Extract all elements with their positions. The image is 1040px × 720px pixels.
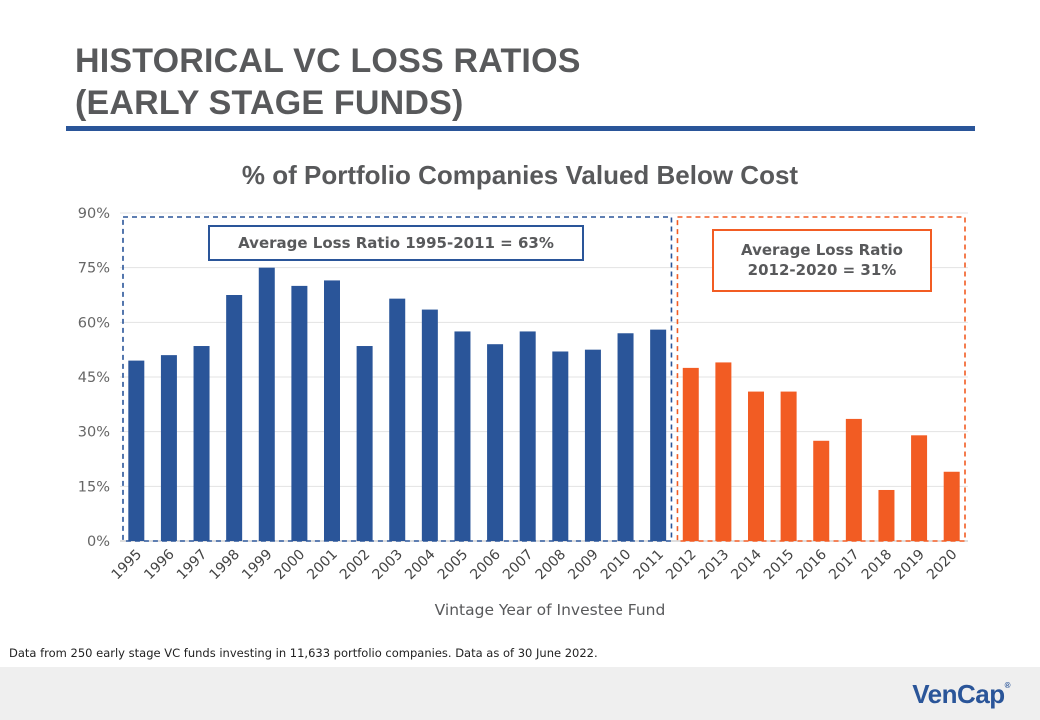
y-tick-label: 30% bbox=[78, 425, 110, 441]
footer-bar bbox=[0, 667, 1040, 720]
x-tick-label: 2011 bbox=[630, 547, 667, 584]
bar-2008 bbox=[552, 351, 569, 541]
chart-title: % of Portfolio Companies Valued Below Co… bbox=[241, 160, 799, 190]
y-tick-label: 0% bbox=[87, 534, 110, 550]
title-underline bbox=[66, 126, 975, 131]
bar-2013 bbox=[715, 362, 732, 541]
x-tick-label: 2000 bbox=[272, 547, 309, 584]
logo-text: VenCap bbox=[912, 679, 1005, 709]
bar-2017 bbox=[845, 418, 862, 541]
slide-title: HISTORICAL VC LOSS RATIOS (EARLY STAGE F… bbox=[75, 40, 581, 124]
bar-2016 bbox=[813, 440, 830, 541]
x-tick-label: 2008 bbox=[533, 547, 570, 584]
bar-2010 bbox=[617, 333, 634, 541]
x-tick-label: 2007 bbox=[500, 547, 537, 584]
x-tick-label: 2014 bbox=[728, 546, 765, 583]
bar-2000 bbox=[291, 285, 308, 541]
x-tick-label: 2020 bbox=[924, 547, 961, 584]
x-tick-label: 1995 bbox=[109, 547, 146, 584]
y-tick-label: 60% bbox=[78, 315, 110, 331]
average-loss-callout-recent: Average Loss Ratio 2012-2020 = 31% bbox=[712, 229, 932, 292]
bar-1996 bbox=[160, 355, 177, 541]
x-tick-label: 1996 bbox=[141, 546, 178, 583]
x-tick-label: 2012 bbox=[663, 547, 700, 584]
y-tick-label: 90% bbox=[78, 206, 110, 222]
x-tick-label: 2017 bbox=[826, 547, 863, 584]
bar-1997 bbox=[193, 346, 210, 541]
bar-chart: 0% 15% 30% 45% 60% 75% 90% 19951996199719981999… bbox=[78, 206, 968, 584]
registered-mark: ® bbox=[1004, 681, 1011, 690]
y-tick-label: 15% bbox=[78, 479, 110, 495]
x-tick-label: 2009 bbox=[565, 547, 602, 584]
bar-2003 bbox=[389, 298, 406, 541]
x-tick-label: 2003 bbox=[370, 547, 407, 584]
data-source-footnote: Data from 250 early stage VC funds inves… bbox=[9, 646, 598, 660]
y-tick-label: 45% bbox=[78, 370, 110, 386]
bar-2001 bbox=[324, 280, 340, 541]
x-tick-label: 2001 bbox=[304, 547, 341, 584]
slide-title-line2: (EARLY STAGE FUNDS) bbox=[75, 84, 464, 122]
x-tick-label: 2015 bbox=[761, 547, 798, 584]
bar-2015 bbox=[780, 391, 797, 541]
x-tick-label: 2006 bbox=[467, 546, 504, 583]
vencap-logo: VenCap® bbox=[912, 679, 1010, 710]
bar-2011 bbox=[650, 329, 667, 541]
bar-1995 bbox=[128, 360, 145, 541]
bar-2018 bbox=[878, 489, 895, 541]
bar-1999 bbox=[258, 267, 275, 541]
bar-2012 bbox=[682, 367, 699, 541]
bar-2002 bbox=[356, 346, 373, 541]
slide-title-line1: HISTORICAL VC LOSS RATIOS bbox=[75, 42, 581, 80]
bar-2020 bbox=[943, 471, 960, 541]
bar-2005 bbox=[454, 331, 471, 541]
x-axis-title: Vintage Year of Investee Fund bbox=[434, 601, 666, 619]
x-tick-label: 2004 bbox=[402, 546, 439, 583]
x-tick-label: 2016 bbox=[794, 546, 831, 583]
x-tick-label: 2002 bbox=[337, 547, 374, 584]
x-tick-label: 2010 bbox=[598, 547, 635, 584]
x-tick-label: 2013 bbox=[696, 547, 733, 584]
x-tick-label: 1997 bbox=[174, 547, 211, 584]
bar-2019 bbox=[911, 435, 928, 541]
x-tick-label: 2018 bbox=[859, 547, 896, 584]
bar-2014 bbox=[748, 391, 764, 541]
x-tick-label: 2005 bbox=[435, 547, 472, 584]
x-tick-label: 1998 bbox=[206, 547, 243, 584]
bar-2009 bbox=[584, 349, 601, 541]
y-tick-label: 75% bbox=[78, 261, 110, 277]
bar-2004 bbox=[421, 309, 438, 541]
bar-2007 bbox=[519, 331, 536, 541]
bar-1998 bbox=[226, 295, 243, 541]
x-tick-label: 1999 bbox=[239, 547, 276, 584]
bar-2006 bbox=[487, 344, 504, 541]
x-tick-label: 2019 bbox=[891, 547, 928, 584]
average-loss-callout-early: Average Loss Ratio 1995-2011 = 63% bbox=[208, 225, 584, 261]
